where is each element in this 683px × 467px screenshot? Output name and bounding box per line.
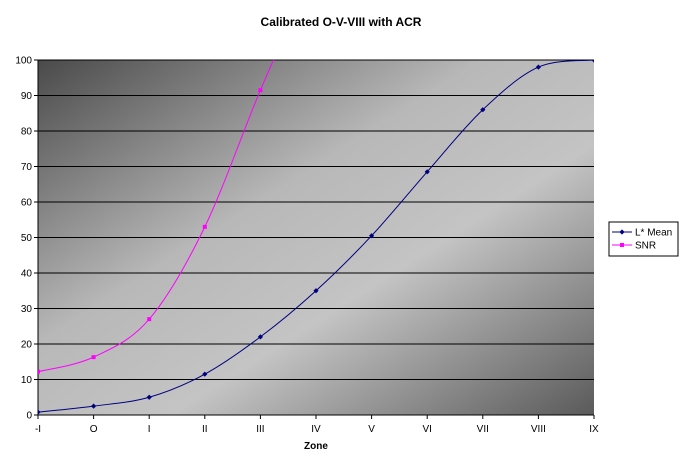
y-tick-label: 40 [21,269,33,280]
y-tick-label: 50 [21,233,33,244]
y-tick-label: 60 [21,198,33,209]
data-point [591,60,594,63]
data-point [480,107,486,113]
data-point [146,394,152,400]
data-point [257,334,263,340]
legend: L* Mean SNR [608,221,679,257]
x-tick-label: III [256,424,264,435]
y-tick-label: 0 [26,411,32,422]
data-point [369,233,375,239]
series-group [38,60,594,415]
series-1 [38,60,594,415]
y-tick-label: 20 [21,340,33,351]
x-axis-title: Zone [304,441,328,452]
x-tick-label: VII [477,424,489,435]
x-tick-label: I [148,424,151,435]
y-tick-label: 80 [21,127,33,138]
gridlines [38,59,594,380]
data-point [38,409,41,415]
data-point [313,288,319,294]
data-point [147,317,152,322]
data-point [91,355,96,360]
y-tick-label: 90 [21,91,33,102]
chart-title: Calibrated O-V-VIII with ACR [261,15,422,29]
data-point [202,371,208,377]
data-point [202,224,207,229]
y-tick-label: 10 [21,375,33,386]
axes [34,59,595,419]
x-tick-label: IX [589,424,599,435]
x-tick-label: VIII [531,424,546,435]
data-point [38,369,40,374]
x-tick-label: VI [422,424,431,435]
x-tick-label: O [90,424,98,435]
legend-label: SNR [635,241,656,252]
legend-marker [620,243,624,247]
data-point [258,88,263,93]
x-tick-label: II [202,424,208,435]
data-point [424,169,430,175]
x-tick-label: V [368,424,375,435]
series-2 [38,60,274,374]
series-line [38,60,594,413]
x-tick-label: IV [311,424,321,435]
data-point [91,403,97,409]
legend-label: L* Mean [635,228,672,239]
y-tick-label: 70 [21,162,33,173]
legend-marker [619,229,625,235]
x-tick-label: -I [35,424,41,435]
legend-box [608,221,679,257]
y-tick-label: 100 [15,56,32,67]
data-point [535,64,541,70]
y-tick-label: 30 [21,304,33,315]
